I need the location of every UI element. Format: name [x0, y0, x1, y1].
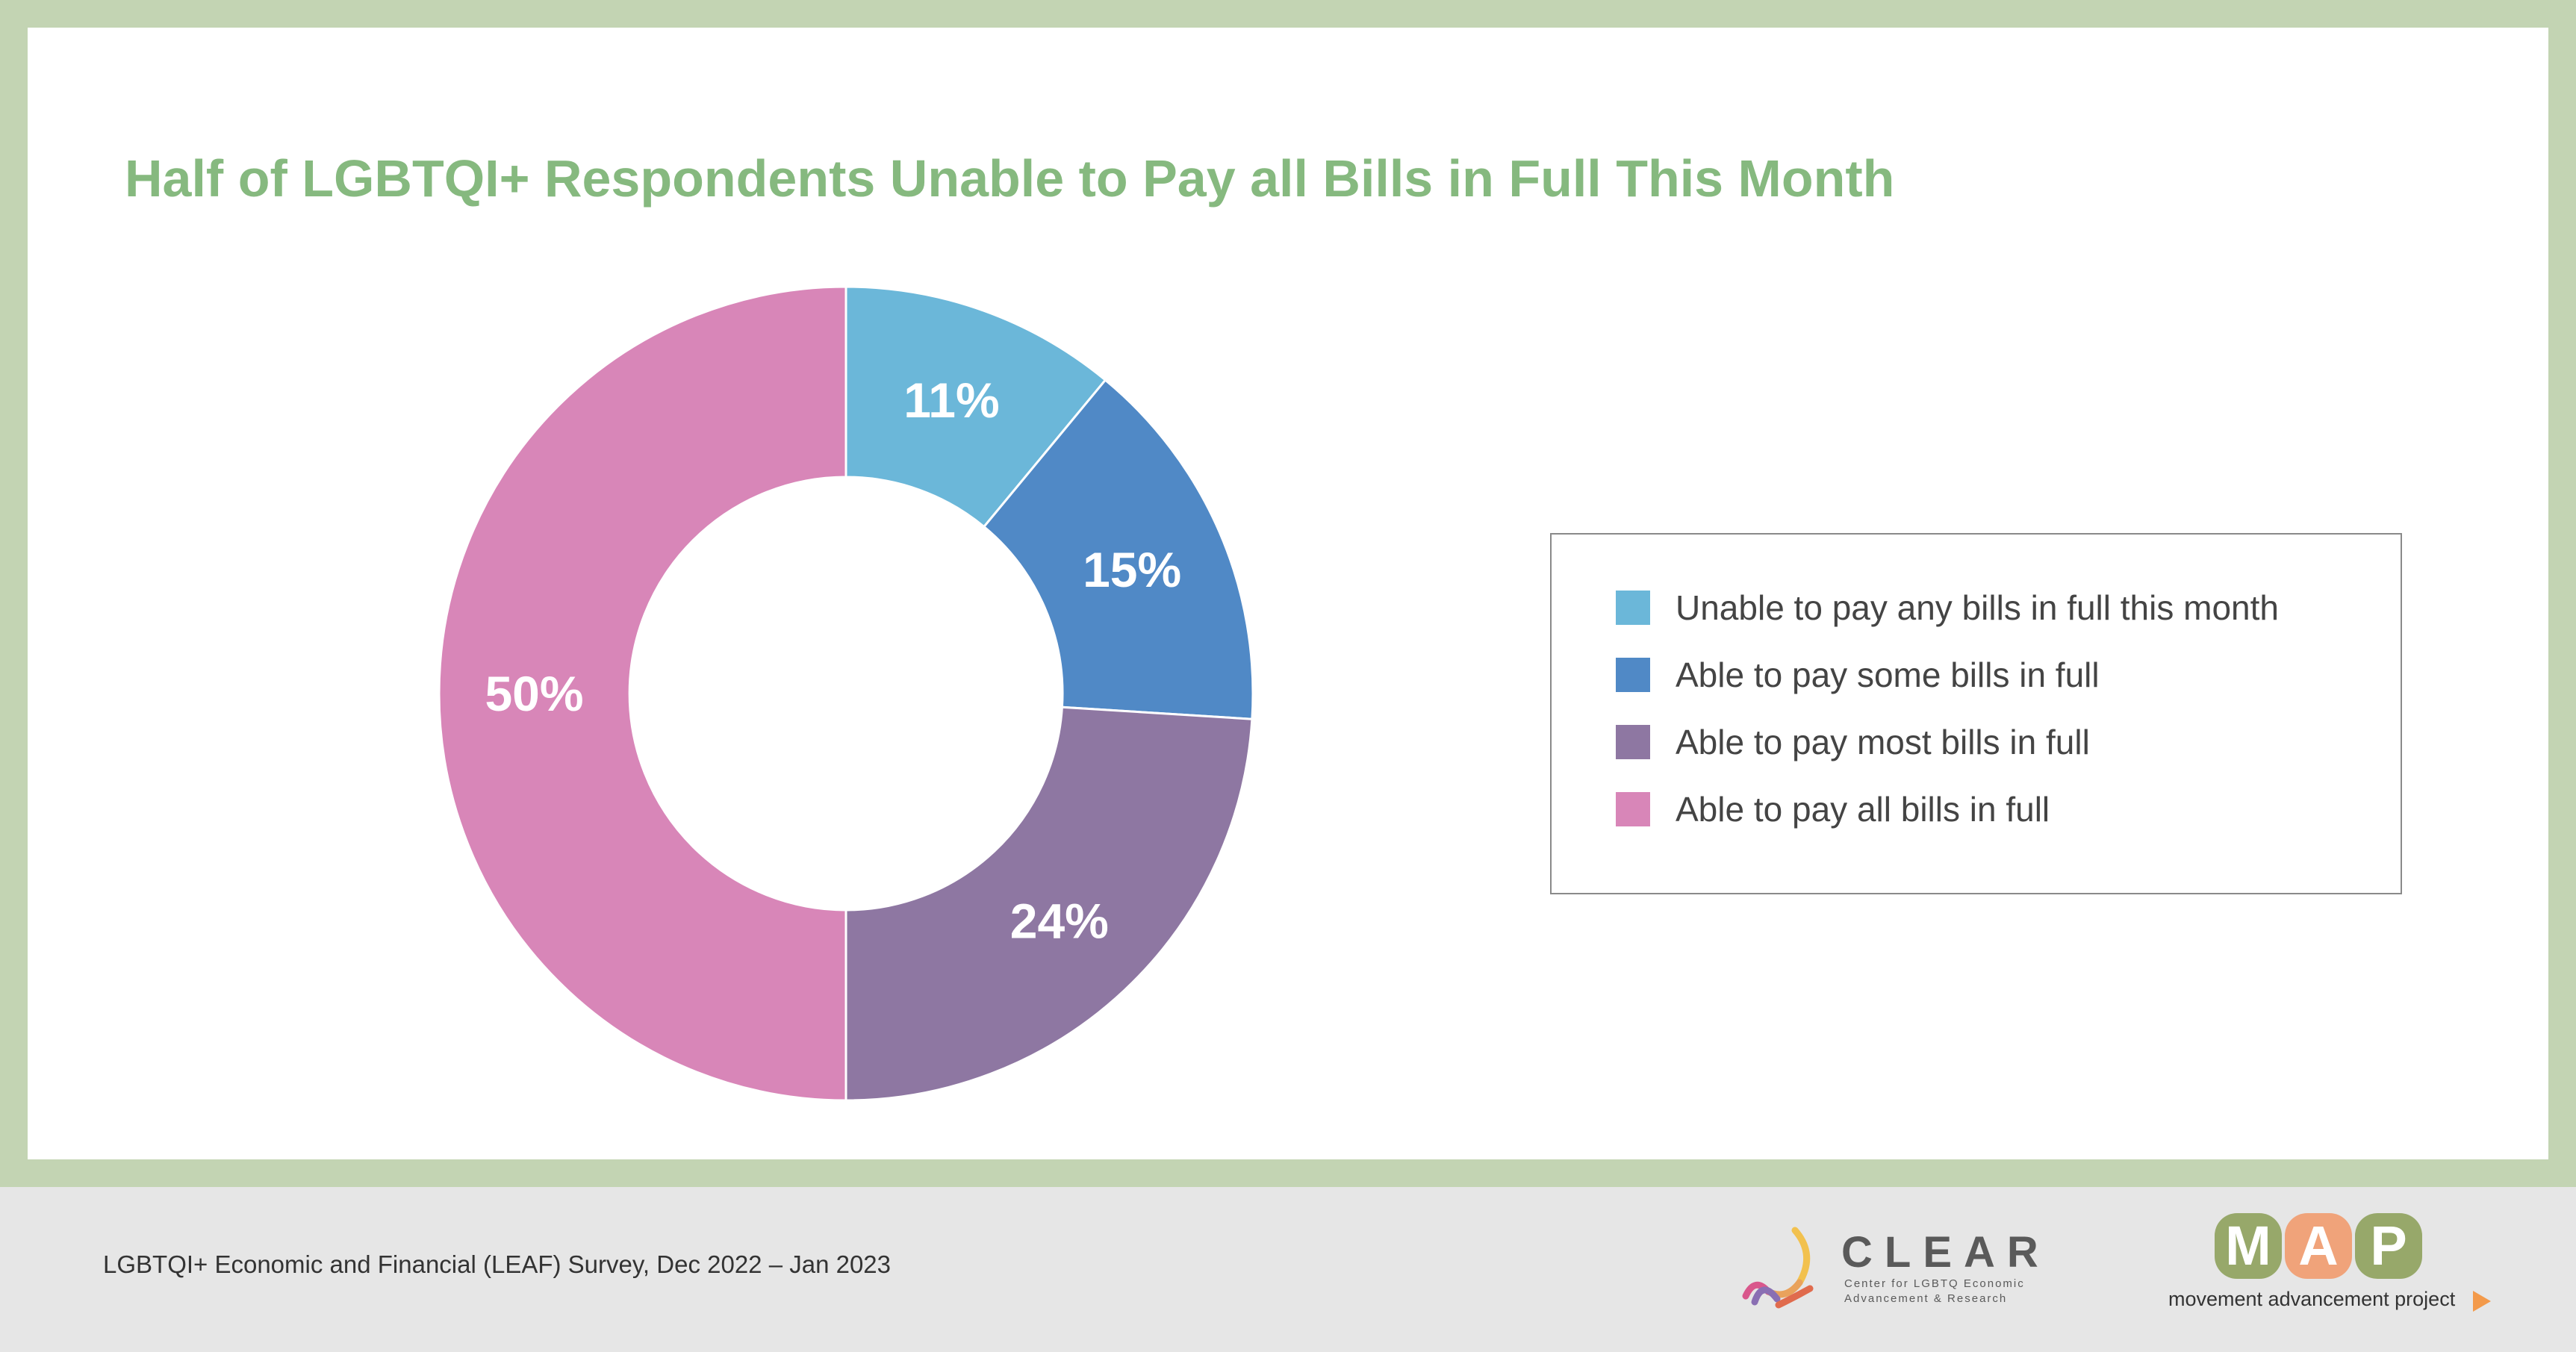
slice-data-label: 24% [1010, 893, 1109, 948]
source-note: LGBTQI+ Economic and Financial (LEAF) Su… [103, 1250, 892, 1278]
slice-data-label: 50% [485, 666, 583, 721]
donut-slice [844, 705, 1254, 1102]
clear-subtitle-line: Advancement & Research [1844, 1292, 2008, 1305]
map-logo-tagline: movement advancement project [2168, 1288, 2456, 1310]
map-logo: M A P movement advancement project [2165, 1213, 2501, 1325]
clear-logo-mark [1742, 1227, 1814, 1309]
legend-swatch [1616, 725, 1650, 759]
legend-swatch [1616, 591, 1650, 625]
legend-label: Able to pay all bills in full [1676, 790, 2050, 829]
slice-data-label: 15% [1083, 542, 1181, 597]
slice-data-label: 11% [903, 373, 999, 428]
page-frame: Half of LGBTQI+ Respondents Unable to Pa… [0, 0, 2576, 1187]
legend-swatch [1616, 658, 1650, 692]
clear-logo: CLEAR Center for LGBTQ Economic Advancem… [1732, 1224, 2046, 1314]
legend-label: Unable to pay any bills in full this mon… [1676, 588, 2279, 627]
donut-slice [844, 285, 1107, 529]
play-arrow-icon [2473, 1291, 2491, 1312]
map-logo-letter: A [2285, 1213, 2352, 1279]
legend-label: Able to pay most bills in full [1676, 723, 2090, 761]
donut-slice [982, 378, 1254, 720]
legend-swatch [1616, 792, 1650, 826]
chart-legend: Unable to pay any bills in full this mon… [1550, 533, 2402, 894]
clear-logo-subtitle: Center for LGBTQ Economic Advancement & … [1844, 1277, 2053, 1306]
donut-chart: 11% 15% 24% 50% [438, 285, 1254, 1102]
clear-logo-name: CLEAR [1841, 1228, 2050, 1277]
chart-title: Half of LGBTQI+ Respondents Unable to Pa… [125, 149, 1895, 208]
clear-subtitle-line: Center for LGBTQ Economic [1844, 1277, 2025, 1290]
map-logo-letter: P [2355, 1213, 2422, 1279]
donut-slice [438, 285, 847, 1102]
chart-panel: Half of LGBTQI+ Respondents Unable to Pa… [28, 28, 2548, 1159]
legend-label: Able to pay some bills in full [1676, 655, 2100, 694]
map-logo-letter: M [2215, 1213, 2282, 1279]
